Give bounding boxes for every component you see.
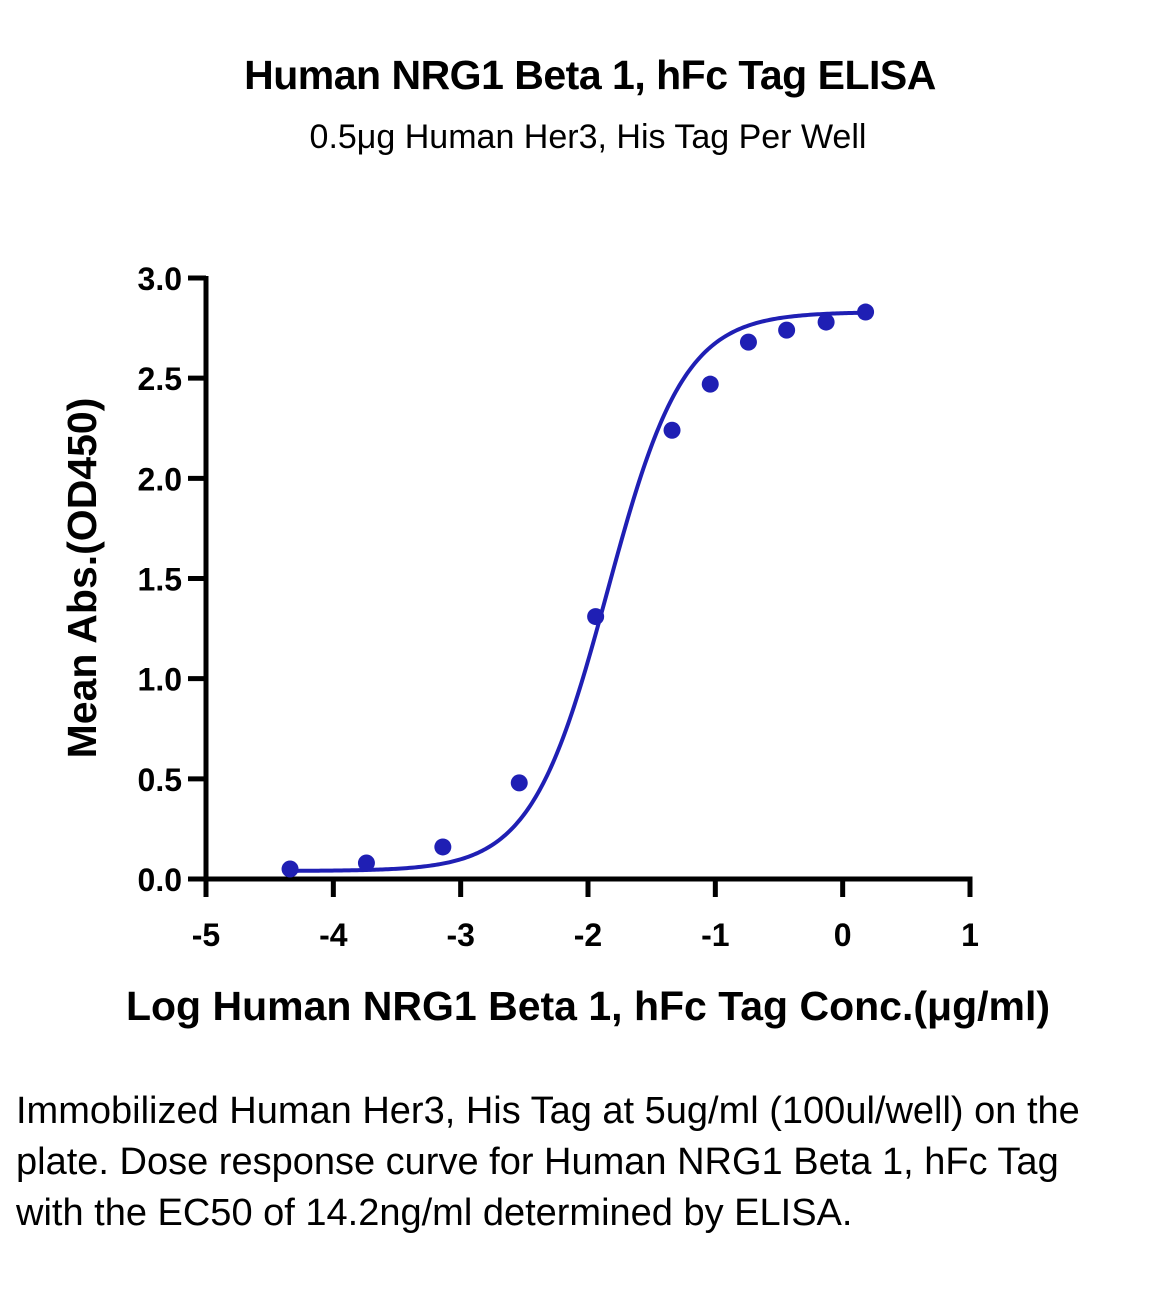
- y-tick-label: 0.5: [138, 762, 182, 798]
- data-point: [817, 313, 835, 331]
- x-tick-label: -2: [574, 917, 602, 953]
- data-point: [281, 860, 299, 878]
- dose-response-chart: 0.0 0.5 1.0 1.5 2.0 2.5 3.0 -5 -4 -3 -2 -1 0 1 Mean A…: [59, 261, 1050, 1029]
- data-point: [778, 321, 796, 339]
- ticks: 0.0 0.5 1.0 1.5 2.0 2.5 3.0 -5 -4 -3 -2 -1 0 1: [138, 261, 979, 953]
- data-point: [510, 774, 528, 792]
- figure-caption: Immobilized Human Her3, His Tag at 5ug/m…: [16, 1090, 1080, 1234]
- data-point: [357, 854, 375, 872]
- axes: [203, 276, 973, 882]
- chart-subtitle: 0.5μg Human Her3, His Tag Per Well: [309, 118, 867, 156]
- data-point: [739, 333, 757, 351]
- chart-title: Human NRG1 Beta 1, hFc Tag ELISA: [244, 52, 936, 98]
- x-tick-label: -4: [319, 917, 348, 953]
- data-point: [701, 375, 719, 393]
- x-tick-label: -5: [192, 917, 220, 953]
- x-tick-label: -3: [446, 917, 474, 953]
- y-tick-label: 0.0: [138, 862, 182, 898]
- data-points: [281, 303, 875, 878]
- data-point: [857, 303, 875, 321]
- data-point: [434, 838, 452, 856]
- y-axis-title: Mean Abs.(OD450): [59, 398, 105, 759]
- y-tick-label: 1.0: [138, 662, 182, 698]
- x-tick-label: 1: [961, 917, 979, 953]
- data-point: [587, 608, 605, 626]
- y-tick-label: 2.0: [138, 461, 182, 497]
- fit-curve: [290, 310, 866, 873]
- x-tick-label: -1: [701, 917, 729, 953]
- y-tick-label: 2.5: [138, 361, 182, 397]
- y-tick-label: 1.5: [138, 562, 182, 598]
- data-point: [663, 421, 681, 439]
- x-tick-label: 0: [834, 917, 852, 953]
- x-axis-title: Log Human NRG1 Beta 1, hFc Tag Conc.(μg/…: [126, 983, 1050, 1029]
- y-tick-label: 3.0: [138, 261, 182, 297]
